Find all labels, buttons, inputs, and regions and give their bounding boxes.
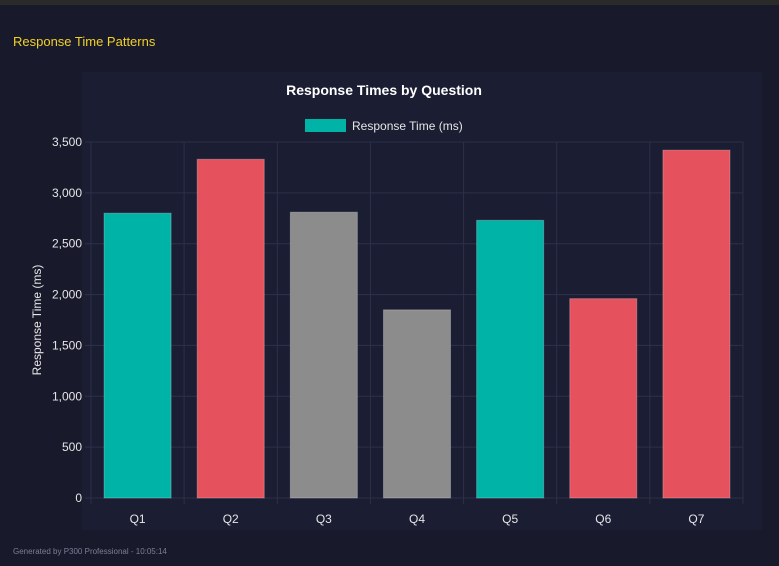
bar-q3	[289, 211, 358, 499]
bar-q7	[662, 149, 731, 499]
section-title: Response Time Patterns	[13, 34, 156, 49]
bar-q1	[103, 212, 172, 499]
x-tick-label: Q3	[316, 512, 332, 526]
y-axis-label: Response Time (ms)	[30, 265, 44, 376]
y-tick-label: 3,500	[52, 135, 82, 149]
x-tick-label: Q5	[502, 512, 518, 526]
y-tick-label: 3,000	[52, 186, 82, 200]
legend-label: Response Time (ms)	[352, 119, 463, 133]
bar-q6	[569, 298, 638, 499]
chart-title: Response Times by Question	[286, 82, 482, 98]
x-tick-label: Q4	[409, 512, 425, 526]
legend-swatch	[305, 119, 346, 132]
top-bar	[0, 0, 779, 5]
y-tick-label: 2,500	[52, 237, 82, 251]
bar-q2	[196, 158, 265, 499]
y-tick-label: 0	[75, 491, 82, 505]
footer-text: Generated by P300 Professional - 10:05:1…	[13, 547, 167, 556]
bar-q4	[382, 309, 452, 499]
x-tick-label: Q2	[223, 512, 239, 526]
x-tick-label: Q6	[595, 512, 611, 526]
x-tick-label: Q7	[688, 512, 704, 526]
y-tick-label: 1,000	[52, 389, 82, 403]
y-tick-label: 500	[62, 440, 82, 454]
y-tick-label: 2,000	[52, 288, 82, 302]
y-tick-label: 1,500	[52, 338, 82, 352]
bar-q5	[476, 219, 545, 499]
x-tick-label: Q1	[130, 512, 146, 526]
